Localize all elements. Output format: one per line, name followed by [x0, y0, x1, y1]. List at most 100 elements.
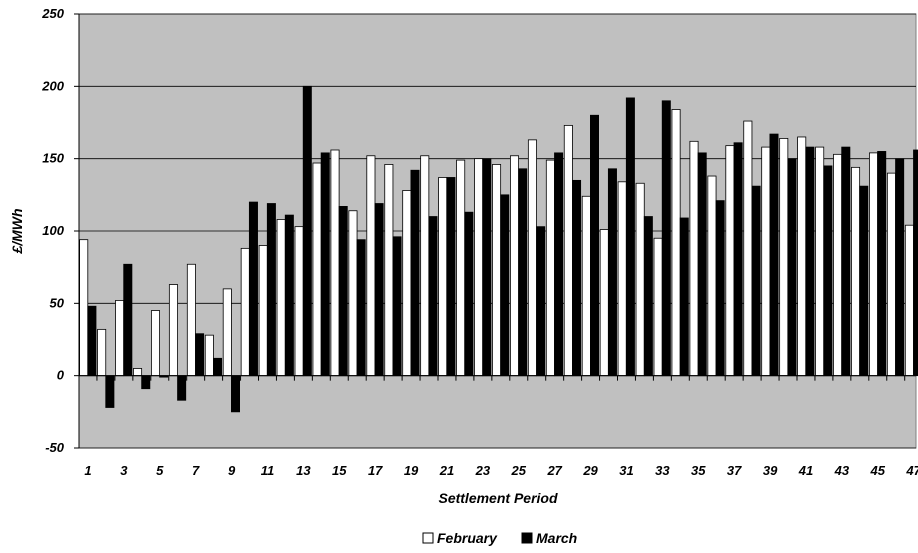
legend-swatch-february	[422, 532, 434, 544]
bar-march-36	[715, 200, 725, 377]
bar-february-14	[312, 162, 322, 377]
bar-march-47	[913, 149, 918, 377]
x-tick-label: 17	[368, 463, 383, 478]
bar-march-6	[177, 375, 187, 401]
x-tick-label: 23	[475, 463, 491, 478]
x-tick-label: 7	[192, 463, 200, 478]
bar-february-8	[204, 334, 214, 377]
bar-february-16	[348, 210, 358, 377]
y-tick-label: 0	[57, 368, 65, 383]
bar-march-24	[500, 194, 510, 377]
bar-march-42	[823, 165, 833, 377]
bar-march-8	[213, 357, 223, 377]
x-tick-label: 45	[870, 463, 886, 478]
bar-march-28	[572, 179, 582, 377]
x-tick-label: 1	[84, 463, 91, 478]
bar-february-11	[258, 245, 268, 377]
x-tick-label: 5	[156, 463, 164, 478]
x-tick-label: 33	[655, 463, 670, 478]
x-tick-labels: 1 3 5 7 9 11 13 15 17 19 21 23 25 27 29 31 33 35 37 39 41 43 4…	[84, 463, 918, 478]
bar-february-4	[133, 368, 143, 377]
bar-march-37	[733, 142, 743, 377]
bar-february-37	[725, 145, 735, 377]
x-tick-label: 15	[332, 463, 347, 478]
x-tick-label: 29	[582, 463, 598, 478]
bar-february-20	[420, 155, 430, 377]
x-tick-label: 43	[834, 463, 850, 478]
bar-february-43	[833, 153, 843, 377]
bar-february-1	[79, 239, 89, 377]
bar-march-41	[805, 146, 815, 377]
legend-label-march: March	[536, 530, 577, 546]
y-tick-label: 150	[42, 151, 64, 166]
bar-february-29	[581, 195, 591, 377]
bar-february-33	[653, 237, 663, 377]
bar-february-7	[186, 263, 196, 377]
x-tick-label: 21	[439, 463, 454, 478]
x-tick-label: 39	[763, 463, 778, 478]
bar-march-25	[518, 168, 528, 377]
x-tick-label: 31	[619, 463, 633, 478]
bar-february-27	[545, 159, 555, 377]
bar-march-35	[697, 152, 707, 377]
bar-march-29	[590, 114, 600, 377]
bar-march-13	[302, 85, 312, 377]
bar-february-47	[904, 224, 914, 377]
bar-february-41	[797, 136, 807, 377]
legend-label-february: February	[437, 530, 498, 546]
bar-february-34	[671, 109, 681, 377]
bar-february-22	[456, 159, 466, 377]
bar-february-23	[474, 158, 484, 377]
y-tick-labels: 250 200 150 100 50 0 -50	[41, 6, 64, 455]
x-tick-label: 19	[404, 463, 419, 478]
x-tick-label: 47	[905, 463, 918, 478]
legend: February March	[422, 530, 577, 546]
bar-february-35	[689, 140, 699, 377]
bar-february-2	[97, 328, 107, 377]
y-tick-label: 250	[41, 6, 64, 21]
bar-march-15	[338, 206, 348, 377]
bar-march-27	[554, 152, 564, 377]
x-tick-label: 27	[546, 463, 562, 478]
y-tick-label: 50	[50, 295, 65, 310]
bar-march-12	[284, 214, 294, 377]
bar-february-21	[438, 177, 448, 377]
bar-march-16	[356, 239, 366, 377]
bar-march-44	[859, 185, 869, 377]
bar-march-9	[230, 375, 240, 413]
x-axis-title: Settlement Period	[438, 490, 557, 506]
bar-february-42	[815, 146, 825, 377]
bar-march-43	[841, 146, 851, 377]
bar-february-10	[240, 247, 250, 377]
bar-march-45	[877, 151, 887, 377]
bar-february-9	[222, 288, 232, 377]
bar-march-32	[643, 216, 653, 377]
bar-march-17	[374, 203, 384, 377]
bar-february-19	[402, 190, 412, 377]
bar-march-31	[625, 97, 635, 377]
x-tick-label: 3	[120, 463, 128, 478]
bar-march-20	[428, 216, 438, 377]
bar-february-17	[366, 155, 376, 377]
bar-february-18	[384, 164, 394, 377]
x-tick-label: 11	[261, 463, 275, 478]
bar-february-12	[276, 219, 286, 377]
bar-march-30	[607, 168, 617, 377]
x-tick-label: 13	[296, 463, 311, 478]
bar-march-18	[392, 236, 402, 377]
bar-march-40	[787, 158, 797, 377]
x-tick-label: 37	[727, 463, 742, 478]
bar-february-46	[886, 172, 896, 377]
bar-march-22	[464, 211, 474, 377]
bar-march-19	[410, 169, 420, 377]
bar-february-44	[851, 166, 861, 377]
bar-february-6	[168, 284, 178, 377]
bar-march-10	[248, 201, 258, 377]
bars	[79, 85, 918, 413]
bar-march-21	[446, 177, 456, 377]
bar-february-24	[492, 164, 502, 377]
bar-february-26	[527, 139, 537, 377]
bar-march-23	[482, 158, 492, 377]
bar-march-3	[123, 263, 133, 377]
bar-march-33	[661, 100, 671, 377]
